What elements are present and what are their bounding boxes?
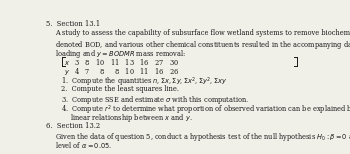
Text: $x$   3   8   10   11   13   16   27   30: $x$ 3 8 10 11 13 16 27 30 xyxy=(64,57,179,67)
Text: denoted BOD, and various other chemical constituents resulted in the accompanyin: denoted BOD, and various other chemical … xyxy=(55,38,350,51)
Text: loading and $y = BODMR$ mass removal:: loading and $y = BODMR$ mass removal: xyxy=(55,48,186,60)
Text: 2.  Compute the least squares line.: 2. Compute the least squares line. xyxy=(61,85,180,93)
Text: $y$   4   7     8     8   10   11   16   26: $y$ 4 7 8 8 10 11 16 26 xyxy=(64,66,180,77)
Text: 4.  Compute $r^2$ to determine what proportion of observed variation can be expl: 4. Compute $r^2$ to determine what propo… xyxy=(61,103,350,117)
Text: 1.  Compute the quantities $n, \Sigma x, \Sigma y, \Sigma x^2, \Sigma y^2, \Sigm: 1. Compute the quantities $n, \Sigma x, … xyxy=(61,76,228,89)
Text: Given the data of question 5, conduct a hypothesis test of the null hypothesis $: Given the data of question 5, conduct a … xyxy=(55,131,350,143)
Text: 3.  Compute SSE and estimate $\sigma$ with this computation.: 3. Compute SSE and estimate $\sigma$ wit… xyxy=(61,94,249,106)
Text: A study to assess the capability of subsurface flow wetland systems to remove bi: A study to assess the capability of subs… xyxy=(55,29,350,37)
Text: 5.  Section 13.1: 5. Section 13.1 xyxy=(47,20,100,28)
Text: level of $\alpha = 0.05$.: level of $\alpha = 0.05$. xyxy=(55,140,112,150)
Text: 6.  Section 13.2: 6. Section 13.2 xyxy=(47,122,100,130)
Text: linear relationship between $x$ and $y$.: linear relationship between $x$ and $y$. xyxy=(70,112,192,124)
